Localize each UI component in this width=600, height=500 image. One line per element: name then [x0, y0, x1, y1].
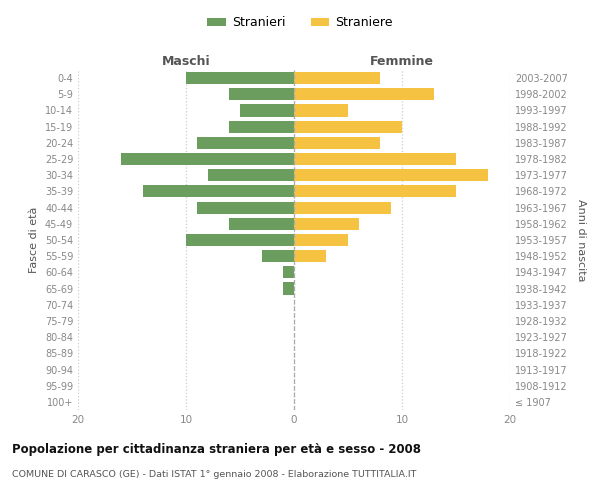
Bar [294, 169, 488, 181]
Bar [294, 137, 380, 149]
Bar [294, 186, 456, 198]
Bar [229, 88, 294, 101]
Bar [143, 186, 294, 198]
Bar [294, 218, 359, 230]
Text: COMUNE DI CARASCO (GE) - Dati ISTAT 1° gennaio 2008 - Elaborazione TUTTITALIA.IT: COMUNE DI CARASCO (GE) - Dati ISTAT 1° g… [12, 470, 416, 479]
Y-axis label: Fasce di età: Fasce di età [29, 207, 39, 273]
Bar [240, 104, 294, 117]
Bar [186, 234, 294, 246]
Legend: Stranieri, Straniere: Stranieri, Straniere [202, 11, 398, 34]
Bar [197, 202, 294, 213]
Bar [294, 72, 380, 84]
Text: Maschi: Maschi [161, 54, 211, 68]
Bar [294, 88, 434, 101]
Bar [294, 202, 391, 213]
Bar [229, 120, 294, 132]
Bar [197, 137, 294, 149]
Bar [262, 250, 294, 262]
Bar [121, 153, 294, 165]
Bar [208, 169, 294, 181]
Text: Femmine: Femmine [370, 54, 434, 68]
Bar [283, 282, 294, 294]
Bar [229, 218, 294, 230]
Text: Popolazione per cittadinanza straniera per età e sesso - 2008: Popolazione per cittadinanza straniera p… [12, 442, 421, 456]
Bar [294, 153, 456, 165]
Bar [294, 120, 402, 132]
Bar [294, 250, 326, 262]
Y-axis label: Anni di nascita: Anni di nascita [576, 198, 586, 281]
Bar [294, 234, 348, 246]
Bar [294, 104, 348, 117]
Bar [283, 266, 294, 278]
Bar [186, 72, 294, 84]
